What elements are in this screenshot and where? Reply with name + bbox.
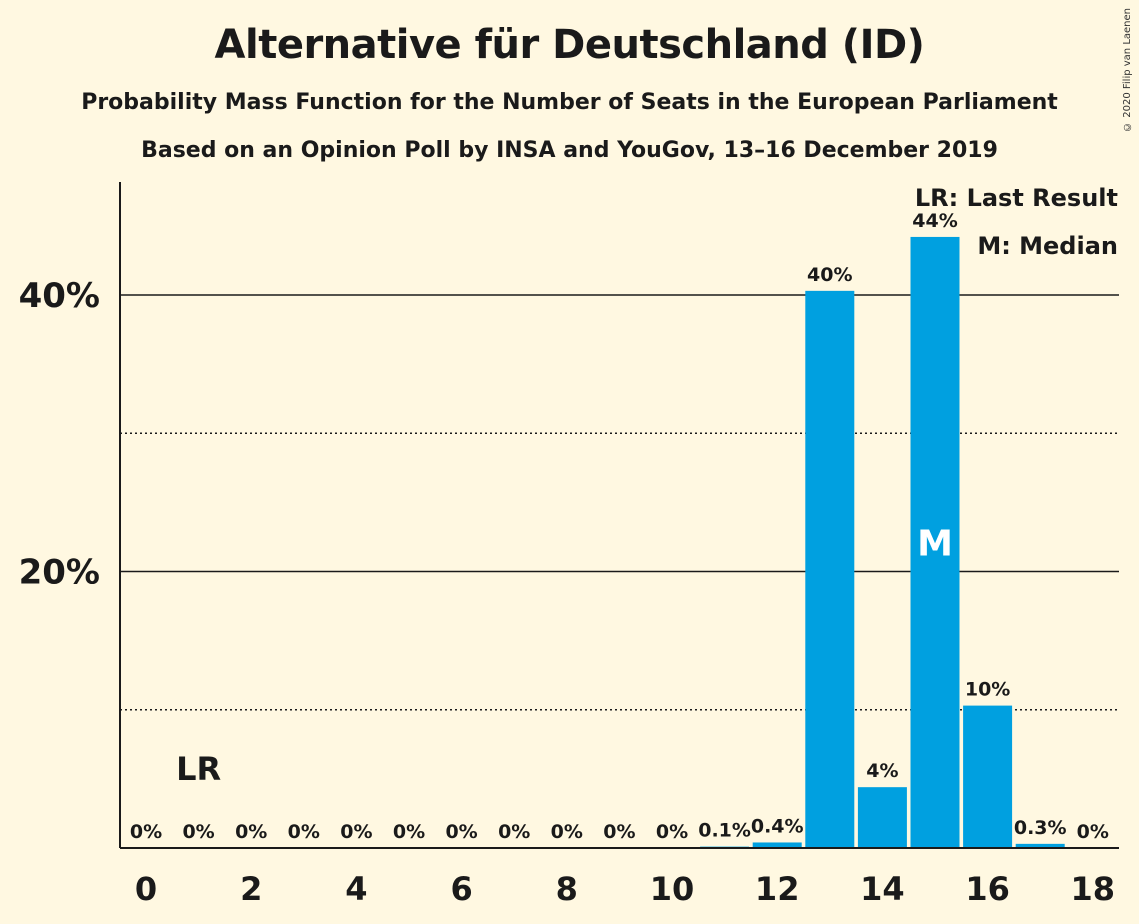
x-tick-label: 12 xyxy=(755,870,800,908)
x-tick-label: 8 xyxy=(556,870,578,908)
bar-data-label: 0% xyxy=(393,821,425,843)
bar-data-label: 44% xyxy=(912,210,957,232)
bar xyxy=(910,236,960,848)
bar-data-label: 0% xyxy=(1077,821,1109,843)
x-tick-label: 14 xyxy=(860,870,905,908)
bar-data-label: 0% xyxy=(130,821,162,843)
bar-data-label: 0% xyxy=(498,821,530,843)
x-tick-label: 0 xyxy=(135,870,157,908)
bar-data-label: 4% xyxy=(866,760,898,782)
last-result-marker: LR xyxy=(176,750,221,788)
bar-data-label: 0% xyxy=(235,821,267,843)
bar-data-label: 0.1% xyxy=(698,820,751,842)
bar-data-label: 0% xyxy=(182,821,214,843)
x-tick-label: 4 xyxy=(345,870,367,908)
x-tick-label: 10 xyxy=(650,870,695,908)
bar-data-label: 0% xyxy=(551,821,583,843)
y-tick-label: 40% xyxy=(19,276,100,316)
bar xyxy=(857,787,907,848)
bar xyxy=(963,705,1013,848)
bar-data-label: 0% xyxy=(288,821,320,843)
bar-data-label: 0% xyxy=(603,821,635,843)
bar-data-label: 0% xyxy=(445,821,477,843)
chart-subtitle: Probability Mass Function for the Number… xyxy=(81,90,1058,115)
bar-data-label: 0.3% xyxy=(1014,817,1067,839)
legend-last-result: LR: Last Result xyxy=(914,184,1118,212)
bar-data-label: 0.4% xyxy=(751,815,804,837)
bar-data-label: 10% xyxy=(965,679,1010,701)
median-marker: M xyxy=(917,523,953,564)
x-tick-label: 18 xyxy=(1071,870,1116,908)
y-tick-label: 20% xyxy=(19,553,100,593)
chart-subtitle-source: Based on an Opinion Poll by INSA and You… xyxy=(141,138,998,163)
bar-data-label: 40% xyxy=(807,264,852,286)
x-tick-label: 6 xyxy=(450,870,472,908)
bar-data-label: 0% xyxy=(656,821,688,843)
x-tick-label: 16 xyxy=(965,870,1010,908)
bar xyxy=(805,290,855,848)
bar-data-label: 0% xyxy=(340,821,372,843)
bar xyxy=(752,842,802,848)
legend-median: M: Median xyxy=(977,232,1118,260)
bar xyxy=(1015,843,1065,848)
chart-title: Alternative für Deutschland (ID) xyxy=(214,22,925,68)
x-tick-label: 2 xyxy=(240,870,262,908)
